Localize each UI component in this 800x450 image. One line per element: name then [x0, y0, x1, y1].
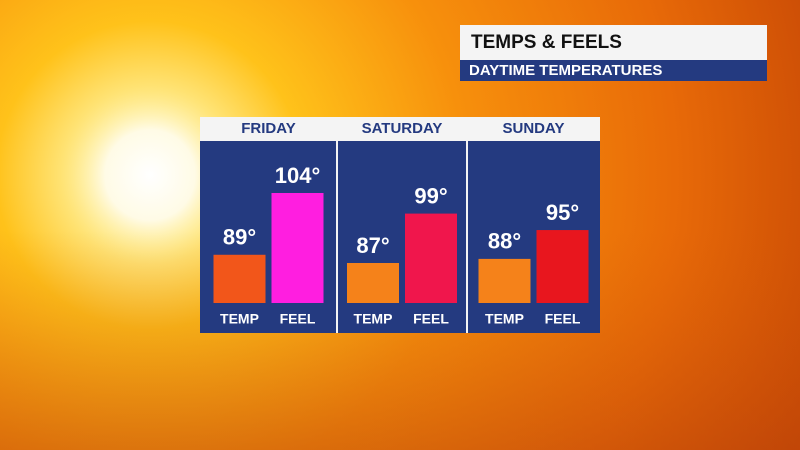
bar: [536, 230, 589, 303]
sun: [60, 85, 240, 265]
bar: [478, 258, 531, 303]
series-label: TEMP: [354, 311, 393, 327]
series-label: FEEL: [545, 311, 581, 327]
value-label: 88°: [488, 229, 521, 254]
value-label: 87°: [356, 233, 389, 258]
value-label: 89°: [223, 225, 256, 250]
series-label: TEMP: [220, 311, 259, 327]
subtitle: DAYTIME TEMPERATURES: [469, 62, 662, 79]
subtitle-box: [460, 60, 767, 81]
series-label: FEEL: [280, 311, 316, 327]
header-row: [200, 117, 600, 141]
bar: [405, 213, 457, 303]
bar: [213, 254, 266, 303]
series-label: TEMP: [485, 311, 524, 327]
value-label: 95°: [546, 200, 579, 225]
day-label: SATURDAY: [362, 120, 443, 137]
bar: [271, 193, 324, 303]
panel: [200, 141, 600, 333]
day-label: SUNDAY: [503, 120, 565, 137]
value-label: 104°: [275, 163, 321, 188]
title-box: [460, 25, 767, 60]
value-label: 99°: [414, 183, 447, 208]
bar: [347, 263, 399, 303]
title: TEMPS & FEELS: [471, 32, 622, 53]
series-label: FEEL: [413, 311, 449, 327]
day-label: FRIDAY: [241, 120, 295, 137]
